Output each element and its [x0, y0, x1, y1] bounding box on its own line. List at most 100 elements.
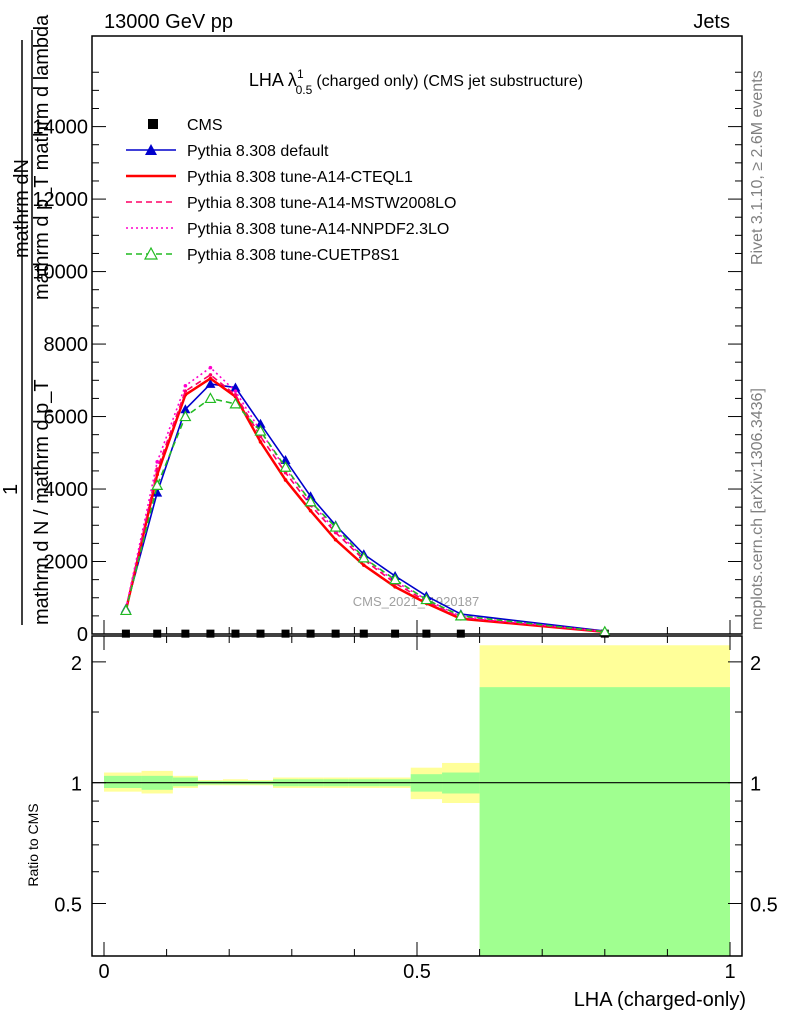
series-point-1	[205, 378, 216, 388]
series-point-1	[280, 455, 291, 465]
cms-data-point	[256, 629, 265, 638]
x-tick-label: 1	[724, 961, 735, 983]
cms-data-point	[121, 629, 130, 638]
ratio-y-tick-label-right: 0.5	[750, 895, 778, 917]
title-subscript: 0.5	[296, 83, 313, 97]
y-tick-label: 6000	[44, 407, 89, 429]
title-rest: (charged only) (CMS jet substructure)	[316, 73, 583, 90]
ratio-bands	[104, 645, 730, 956]
title-main: LHA λ	[249, 70, 297, 90]
y-tick-label: 12000	[32, 189, 88, 211]
series-point-5	[454, 609, 467, 621]
ratio-inner-band	[479, 687, 730, 956]
cms-data-point	[331, 629, 340, 638]
series-line-4	[125, 366, 605, 633]
series-point-4	[155, 460, 160, 464]
cms-data-point	[231, 629, 240, 638]
legend-label: Pythia 8.308 tune-A14-NNPDF2.3LO	[187, 221, 449, 238]
series-point-4	[183, 383, 188, 388]
cms-data-point	[181, 629, 190, 638]
y-tick-label: 2000	[44, 552, 89, 574]
y-tick-label: 14000	[32, 117, 88, 139]
series-point-5	[304, 495, 317, 507]
series-point-5	[119, 604, 132, 616]
series-point-5	[179, 410, 192, 422]
series-point-5	[357, 551, 370, 563]
series-point-3	[208, 373, 213, 377]
series-point-2	[361, 563, 366, 567]
ratio-inner-band	[104, 775, 142, 789]
y-axis-label-frac1: 1	[0, 484, 22, 495]
ratio-y-axis-label: Ratio to CMS	[25, 803, 41, 886]
series-point-1	[152, 487, 163, 497]
legend-marker-cms	[148, 119, 158, 129]
main-axes: 0 2000 4000 6000 8000 10000 12000 14000	[32, 35, 743, 646]
cms-data-point	[456, 629, 465, 638]
ratio-y-tick-label: 2	[71, 653, 82, 675]
cms-data-point	[306, 629, 315, 638]
y-tick-label: 10000	[32, 262, 88, 284]
series-point-4	[208, 365, 213, 370]
x-tick-label: 0	[98, 961, 109, 983]
ratio-y-tick-label: 0.5	[54, 895, 82, 917]
y-axis-label-denominator: mathrm d p_T mathrm d lambda	[31, 14, 53, 300]
y-axis-label-frac1-den: mathrm d N / mathrm d p_T	[31, 379, 53, 625]
series-line-5	[125, 397, 605, 633]
cms-data-point	[281, 629, 290, 638]
series-point-5	[389, 573, 402, 585]
cms-data-point	[359, 629, 368, 638]
cms-data-point	[422, 629, 431, 638]
y-tick-label: 4000	[44, 479, 89, 501]
series-point-5	[279, 461, 292, 472]
series-point-3	[155, 467, 160, 471]
ratio-plot-panel: 0.5 0.5 1 1 2 2 0 0.5 1 Ratio to CMS LHA (charge…	[25, 635, 778, 1011]
series-point-5	[254, 424, 267, 436]
rivet-version-label: Rivet 3.1.10, ≥ 2.6M events	[749, 70, 766, 265]
legend-label: Pythia 8.308 tune-CUETP8S1	[187, 247, 400, 264]
legend-label: CMS	[187, 117, 223, 134]
series-point-2	[393, 585, 397, 589]
series-point-5	[229, 397, 242, 409]
series-line-2	[124, 376, 605, 634]
series-point-1	[255, 418, 266, 428]
main-series-group	[119, 365, 611, 638]
watermark-label: CMS_2021_I1920187	[353, 594, 480, 609]
legend-marker-5	[143, 246, 159, 260]
series-line-3	[125, 373, 605, 633]
legend: CMS Pythia 8.308 default Pythia 8.308 tune…	[126, 117, 456, 264]
series-point-5	[420, 593, 433, 605]
series-point-2	[208, 376, 213, 381]
x-tick-label: 0.5	[403, 961, 431, 983]
ratio-y-tick-label-right: 1	[750, 774, 761, 796]
series-point-2	[308, 508, 313, 513]
x-axis-label: LHA (charged-only)	[574, 989, 746, 1011]
ratio-axes: 0.5 0.5 1 1 2 2 0 0.5 1	[54, 635, 778, 983]
mcplots-label: mcplots.cern.ch [arXiv:1306.3436]	[749, 388, 766, 630]
series-point-5	[329, 520, 342, 532]
y-tick-label: 0	[77, 624, 88, 646]
ratio-y-tick-label: 1	[71, 774, 82, 796]
main-plot-panel: LHA λ1 0.5 (charged only) (CMS jet substru…	[0, 14, 743, 646]
legend-marker-1	[145, 144, 157, 155]
series-point-5	[151, 479, 164, 491]
ratio-y-tick-label-right: 2	[750, 653, 761, 675]
main-plot-title: LHA λ1 0.5 (charged only) (CMS jet substru…	[249, 67, 583, 97]
cms-data-point	[206, 629, 215, 638]
series-point-4	[233, 389, 238, 393]
series-point-5	[204, 392, 217, 404]
series-point-3	[233, 393, 238, 397]
series-point-1	[180, 404, 191, 414]
header-energy-label: 13000 GeV pp	[104, 11, 233, 33]
y-tick-label: 8000	[44, 334, 89, 356]
series-point-2	[283, 478, 288, 482]
series-line-1	[125, 383, 605, 632]
legend-label: Pythia 8.308 tune-A14-CTEQL1	[187, 169, 413, 186]
legend-label: Pythia 8.308 default	[187, 143, 329, 160]
cms-data-point	[153, 629, 162, 638]
title-superscript: 1	[297, 67, 304, 81]
series-point-1	[230, 382, 241, 392]
cms-data-point	[391, 629, 400, 638]
series-point-2	[258, 440, 263, 444]
header-category-label: Jets	[693, 11, 730, 33]
ratio-inner-band	[172, 777, 198, 787]
